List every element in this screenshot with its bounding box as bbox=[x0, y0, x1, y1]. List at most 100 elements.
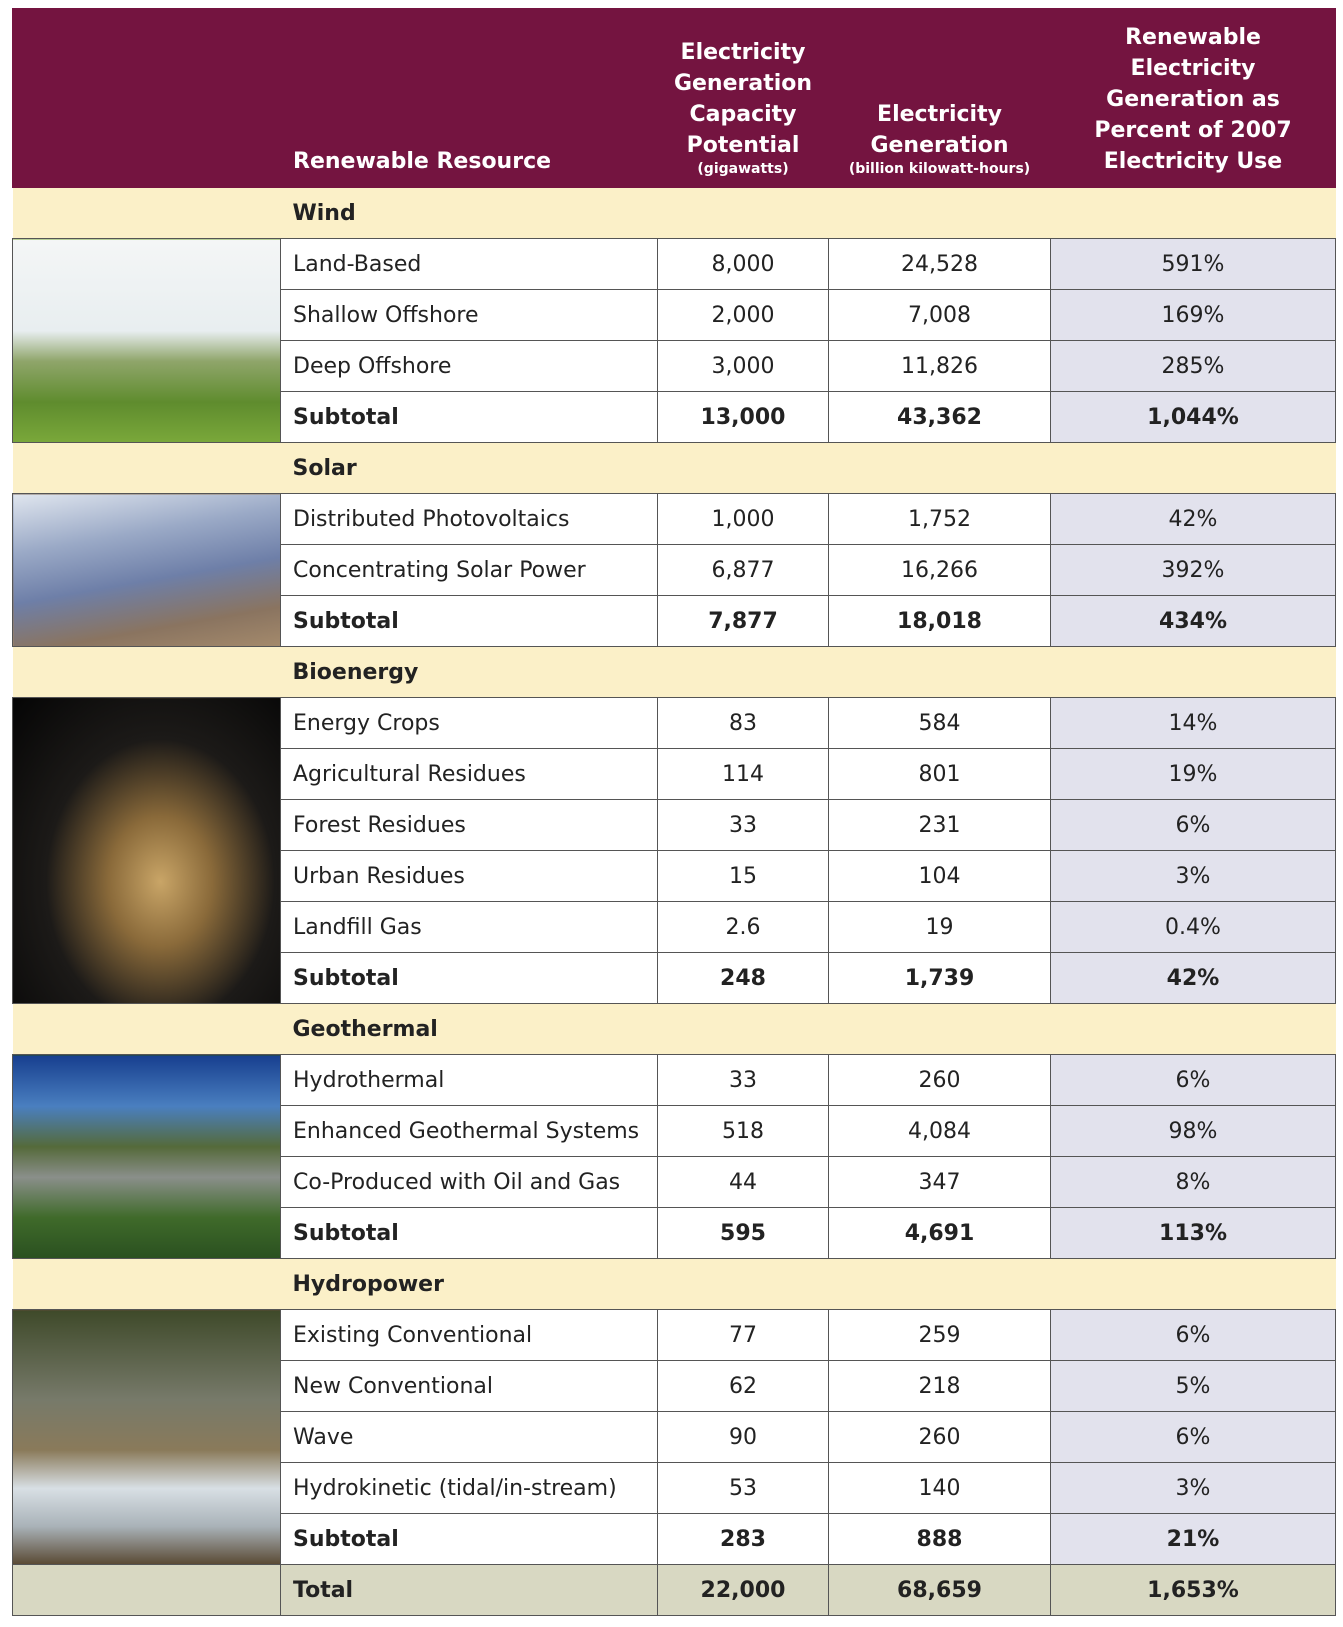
header-text: Electricity Generation bbox=[870, 102, 1008, 158]
label-cell: Landfill Gas bbox=[281, 902, 658, 953]
value-cell: 169% bbox=[1051, 290, 1336, 341]
label-cell: Agricultural Residues bbox=[281, 749, 658, 800]
value-cell: 6% bbox=[1051, 1310, 1336, 1361]
value-cell: 283 bbox=[658, 1514, 829, 1565]
photo bbox=[13, 1310, 281, 1565]
value-cell: 591% bbox=[1051, 239, 1336, 290]
value-cell: 44 bbox=[658, 1157, 829, 1208]
label-cell: Wave bbox=[281, 1412, 658, 1463]
value-cell: 1,739 bbox=[829, 953, 1051, 1004]
value-cell: 0.4% bbox=[1051, 902, 1336, 953]
label-cell: Hydrokinetic (tidal/in-stream) bbox=[281, 1463, 658, 1514]
value-cell: 1,044% bbox=[1051, 392, 1336, 443]
value-cell: 16,266 bbox=[829, 545, 1051, 596]
label-cell: Land-Based bbox=[281, 239, 658, 290]
value-cell: 801 bbox=[829, 749, 1051, 800]
header-cell: Renewable Electricity Generation as Perc… bbox=[1051, 9, 1336, 188]
photo bbox=[13, 698, 281, 1004]
value-cell: 42% bbox=[1051, 953, 1336, 1004]
value-cell: 33 bbox=[658, 800, 829, 851]
value-cell: 231 bbox=[829, 800, 1051, 851]
value-cell: 584 bbox=[829, 698, 1051, 749]
value-cell: 114 bbox=[658, 749, 829, 800]
value-cell: 2.6 bbox=[658, 902, 829, 953]
label-cell: Existing Conventional bbox=[281, 1310, 658, 1361]
header-cell: Renewable Resource bbox=[281, 9, 658, 188]
value-cell: 260 bbox=[829, 1412, 1051, 1463]
value-cell: 888 bbox=[829, 1514, 1051, 1565]
total-blank bbox=[13, 1565, 281, 1616]
label-cell: Energy Crops bbox=[281, 698, 658, 749]
header-row: Renewable Resource Electricity Generatio… bbox=[13, 9, 1336, 188]
label-cell: Enhanced Geothermal Systems bbox=[281, 1106, 658, 1157]
value-cell: 22,000 bbox=[658, 1565, 829, 1616]
value-cell: 518 bbox=[658, 1106, 829, 1157]
category-blank bbox=[13, 1004, 281, 1055]
value-cell: 1,653% bbox=[1051, 1565, 1336, 1616]
label-cell: Subtotal bbox=[281, 1514, 658, 1565]
label-cell: Deep Offshore bbox=[281, 341, 658, 392]
category-row: Hydropower bbox=[13, 1259, 1336, 1310]
value-cell: 4,691 bbox=[829, 1208, 1051, 1259]
label-cell: Subtotal bbox=[281, 596, 658, 647]
category-row: Solar bbox=[13, 443, 1336, 494]
category-blank bbox=[13, 1259, 281, 1310]
category-name: Solar bbox=[281, 443, 1336, 494]
value-cell: 90 bbox=[658, 1412, 829, 1463]
value-cell: 21% bbox=[1051, 1514, 1336, 1565]
label-cell: Co-Produced with Oil and Gas bbox=[281, 1157, 658, 1208]
label-cell: Subtotal bbox=[281, 953, 658, 1004]
value-cell: 1,000 bbox=[658, 494, 829, 545]
value-cell: 42% bbox=[1051, 494, 1336, 545]
value-cell: 260 bbox=[829, 1055, 1051, 1106]
value-cell: 218 bbox=[829, 1361, 1051, 1412]
value-cell: 8,000 bbox=[658, 239, 829, 290]
category-blank bbox=[13, 188, 281, 239]
category-blank bbox=[13, 443, 281, 494]
value-cell: 98% bbox=[1051, 1106, 1336, 1157]
value-cell: 6% bbox=[1051, 1055, 1336, 1106]
category-name: Hydropower bbox=[281, 1259, 1336, 1310]
value-cell: 113% bbox=[1051, 1208, 1336, 1259]
value-cell: 68,659 bbox=[829, 1565, 1051, 1616]
value-cell: 18,018 bbox=[829, 596, 1051, 647]
label-cell: Distributed Photovoltaics bbox=[281, 494, 658, 545]
value-cell: 4,084 bbox=[829, 1106, 1051, 1157]
category-name: Bioenergy bbox=[281, 647, 1336, 698]
value-cell: 1,752 bbox=[829, 494, 1051, 545]
value-cell: 392% bbox=[1051, 545, 1336, 596]
value-cell: 13,000 bbox=[658, 392, 829, 443]
category-name: Geothermal bbox=[281, 1004, 1336, 1055]
label-cell: Concentrating Solar Power bbox=[281, 545, 658, 596]
page: Renewable Resource Electricity Generatio… bbox=[0, 0, 1343, 1627]
category-row: Wind bbox=[13, 188, 1336, 239]
label-cell: Hydrothermal bbox=[281, 1055, 658, 1106]
value-cell: 24,528 bbox=[829, 239, 1051, 290]
value-cell: 248 bbox=[658, 953, 829, 1004]
value-cell: 14% bbox=[1051, 698, 1336, 749]
value-cell: 2,000 bbox=[658, 290, 829, 341]
value-cell: 7,877 bbox=[658, 596, 829, 647]
category-name: Wind bbox=[281, 188, 1336, 239]
value-cell: 19% bbox=[1051, 749, 1336, 800]
value-cell: 6% bbox=[1051, 800, 1336, 851]
value-cell: 8% bbox=[1051, 1157, 1336, 1208]
data-row: Existing Conventional772596% bbox=[13, 1310, 1336, 1361]
photo bbox=[13, 1055, 281, 1259]
header-unit: (billion kilowatt-hours) bbox=[841, 161, 1038, 177]
label-cell: Total bbox=[281, 1565, 658, 1616]
value-cell: 595 bbox=[658, 1208, 829, 1259]
value-cell: 285% bbox=[1051, 341, 1336, 392]
label-cell: Urban Residues bbox=[281, 851, 658, 902]
value-cell: 6,877 bbox=[658, 545, 829, 596]
value-cell: 3% bbox=[1051, 851, 1336, 902]
value-cell: 43,362 bbox=[829, 392, 1051, 443]
value-cell: 33 bbox=[658, 1055, 829, 1106]
value-cell: 19 bbox=[829, 902, 1051, 953]
category-row: Geothermal bbox=[13, 1004, 1336, 1055]
resource-table: Renewable Resource Electricity Generatio… bbox=[12, 8, 1336, 1616]
